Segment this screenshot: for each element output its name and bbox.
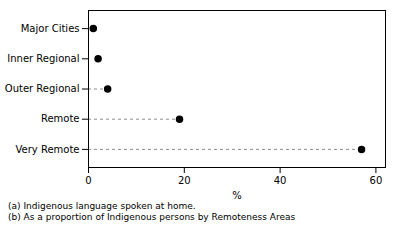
svg-text:%: % — [232, 190, 242, 201]
svg-text:Remote: Remote — [41, 113, 80, 124]
svg-text:Major Cities: Major Cities — [21, 23, 80, 34]
svg-text:20: 20 — [178, 175, 191, 186]
html-text:(b) As a proportion of Indigen: (b) As a proportion of Indigenous person… — [8, 212, 296, 222]
svg-text:40: 40 — [274, 175, 287, 186]
svg-text:60: 60 — [370, 175, 383, 186]
svg-text:Very Remote: Very Remote — [15, 144, 79, 155]
svg-text:Outer Regional: Outer Regional — [5, 83, 80, 94]
svg-text:Inner Regional: Inner Regional — [7, 53, 79, 64]
svg-text:0: 0 — [85, 175, 91, 186]
html-text:(a) Indigenous language spoken: (a) Indigenous language spoken at home. — [8, 201, 196, 211]
